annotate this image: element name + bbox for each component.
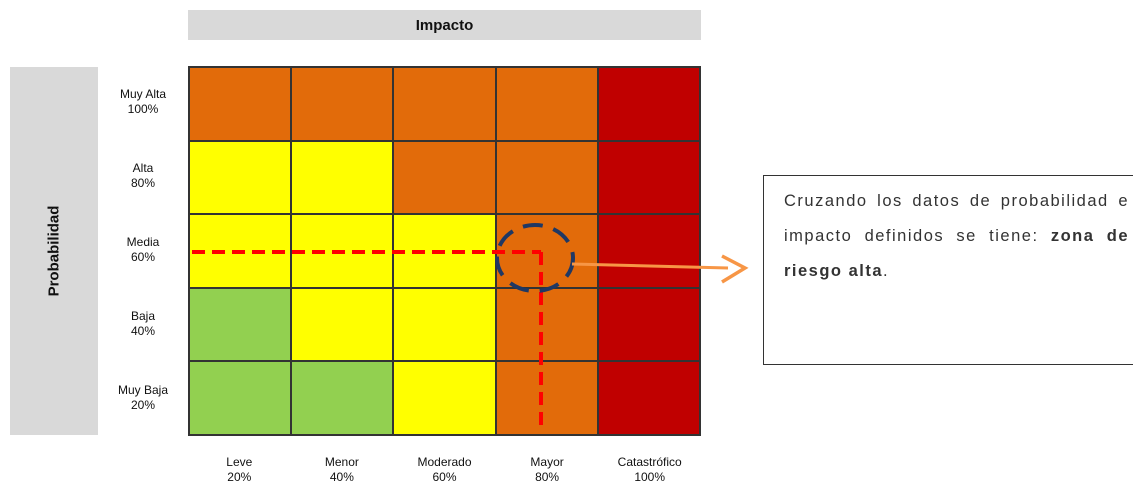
column-label-name: Moderado [417, 455, 472, 469]
matrix-cell [495, 140, 598, 215]
matrix-cell [291, 67, 394, 141]
column-label-name: Catastrófico [617, 455, 682, 469]
column-label-value: 80% [535, 470, 560, 484]
matrix-cell [597, 287, 700, 362]
intersection-circle [495, 223, 575, 293]
matrix-cell [189, 361, 292, 435]
matrix-cell [597, 67, 700, 141]
column-label-value: 100% [634, 470, 666, 484]
row-label: Muy Alta 100% [108, 87, 178, 117]
matrix-cell [291, 287, 394, 362]
matrix-cell [597, 140, 700, 215]
row-label-name: Muy Alta [119, 87, 167, 101]
row-label: Media 60% [108, 235, 178, 265]
column-label-value: 60% [432, 470, 457, 484]
row-label: Baja 40% [108, 309, 178, 339]
column-label-name: Mayor [530, 455, 564, 469]
matrix-cell [393, 287, 496, 362]
matrix-cell [291, 361, 394, 435]
matrix-cell [393, 67, 496, 141]
column-label: Menor 40% [292, 455, 392, 485]
row-label-value: 20% [130, 398, 156, 412]
column-label-value: 20% [227, 470, 252, 484]
column-label-value: 40% [329, 470, 354, 484]
impact-axis-title: Impacto [415, 16, 474, 34]
row-label-name: Alta [132, 161, 154, 175]
row-label-value: 60% [130, 250, 156, 264]
matrix-cell [393, 140, 496, 215]
impact-axis-header: Impacto [188, 10, 701, 40]
row-label-name: Muy Baja [117, 383, 169, 397]
column-label-name: Leve [226, 455, 253, 469]
matrix-cell [393, 361, 496, 435]
column-label-name: Menor [324, 455, 359, 469]
row-label-name: Media [126, 235, 160, 249]
row-label-value: 40% [130, 324, 156, 338]
matrix-cell [189, 140, 292, 215]
probability-axis-header: Probabilidad [10, 67, 98, 435]
row-label: Alta 80% [108, 161, 178, 191]
matrix-cell [189, 67, 292, 141]
row-label-value: 100% [127, 102, 159, 116]
row-label: Muy Baja 20% [108, 383, 178, 413]
row-label-value: 80% [130, 176, 156, 190]
column-label: Mayor 80% [497, 455, 597, 485]
row-label-name: Baja [130, 309, 156, 323]
matrix-cell [597, 214, 700, 288]
column-label: Catastrófico 100% [600, 455, 700, 485]
column-label: Moderado 60% [395, 455, 495, 485]
matrix-cell [495, 67, 598, 141]
matrix-cell [597, 361, 700, 435]
callout-emphasis: zona de riesgo alta [784, 227, 1129, 280]
callout-text: Cruzando los datos de probabilidad e imp… [784, 192, 1129, 245]
risk-matrix-grid [188, 66, 701, 436]
callout-box: Cruzando los datos de probabilidad e imp… [763, 175, 1133, 365]
matrix-cell [189, 287, 292, 362]
callout-end: . [883, 262, 890, 280]
callout-arrow-head [721, 254, 749, 284]
column-label: Leve 20% [189, 455, 289, 485]
callout-arrow-line [571, 262, 729, 270]
matrix-cell [291, 140, 394, 215]
matrix-cell [495, 361, 598, 435]
